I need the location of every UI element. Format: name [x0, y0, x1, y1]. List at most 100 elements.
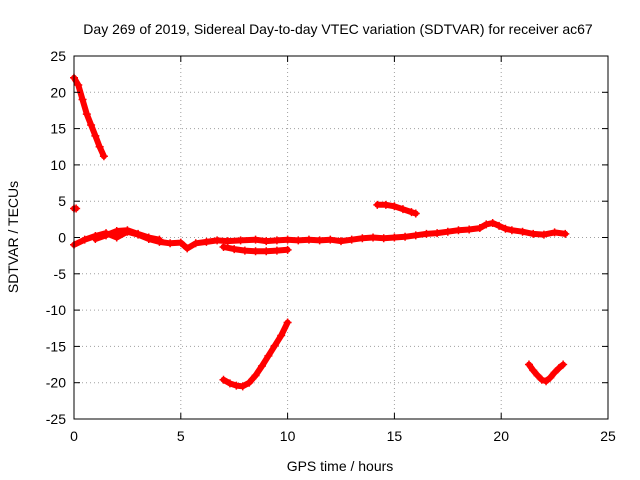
data-point: [134, 229, 143, 238]
data-point: [381, 200, 390, 209]
data-point: [91, 131, 100, 140]
y-tick-label: 25: [50, 48, 66, 64]
data-point: [95, 142, 104, 151]
data-layer: [70, 73, 570, 391]
data-point: [507, 226, 516, 235]
data-point: [542, 377, 551, 386]
data-point: [277, 331, 286, 340]
data-point: [270, 341, 279, 350]
data-point: [422, 229, 431, 238]
data-point: [326, 235, 335, 244]
data-point: [251, 371, 260, 380]
data-point: [72, 204, 81, 213]
grid: [74, 56, 608, 419]
data-point: [398, 205, 407, 214]
data-point: [379, 234, 388, 243]
data-point: [225, 379, 234, 388]
series-sat-d: [91, 226, 164, 244]
data-point: [524, 360, 533, 369]
data-point: [251, 247, 260, 256]
data-point: [80, 235, 89, 244]
data-point: [245, 378, 254, 387]
data-point: [561, 229, 570, 238]
data-point: [251, 235, 260, 244]
data-point: [99, 152, 108, 161]
data-point: [272, 246, 281, 255]
data-point: [240, 246, 249, 255]
data-point: [238, 382, 247, 391]
data-point: [533, 371, 542, 380]
x-tick-label: 5: [177, 428, 185, 444]
data-point: [262, 247, 271, 256]
y-tick-label: 15: [50, 121, 66, 137]
data-point: [155, 235, 164, 244]
series-sat-f: [373, 200, 420, 218]
series-sat-a: [70, 73, 108, 161]
data-point: [144, 233, 153, 242]
data-point: [554, 364, 563, 373]
y-tick-label: -5: [54, 266, 67, 282]
data-point: [294, 236, 303, 245]
x-tick-label: 10: [280, 428, 296, 444]
data-point: [373, 200, 382, 209]
data-point: [123, 226, 132, 235]
data-point: [390, 233, 399, 242]
y-axis-label: SDTVAR / TECUs: [5, 181, 21, 293]
data-point: [411, 231, 420, 240]
data-point: [546, 373, 555, 382]
data-point: [529, 366, 538, 375]
data-point: [411, 209, 420, 218]
data-point: [304, 235, 313, 244]
data-point: [257, 362, 266, 371]
data-point: [236, 236, 245, 245]
y-tick-label: 0: [58, 230, 66, 246]
data-point: [78, 95, 87, 104]
data-point: [358, 234, 367, 243]
data-point: [488, 218, 497, 227]
data-point: [283, 235, 292, 244]
data-point: [223, 237, 232, 246]
data-point: [191, 239, 200, 248]
data-point: [347, 235, 356, 244]
data-point: [315, 236, 324, 245]
data-point: [283, 245, 292, 254]
data-point: [230, 245, 239, 254]
data-point: [176, 238, 185, 247]
data-point: [537, 375, 546, 384]
data-point: [102, 231, 111, 240]
data-point: [87, 120, 96, 129]
y-tick-label: -15: [46, 338, 66, 354]
y-tick-label: 20: [50, 84, 66, 100]
x-tick-label: 25: [600, 428, 616, 444]
x-tick-label: 15: [387, 428, 403, 444]
x-tick-label: 20: [493, 428, 509, 444]
y-tick-label: -20: [46, 375, 66, 391]
data-point: [559, 360, 568, 369]
series-sat-e: [219, 242, 292, 256]
data-point: [183, 244, 192, 253]
data-point: [443, 227, 452, 236]
data-point: [518, 227, 527, 236]
data-point: [482, 220, 491, 229]
series-sat-b: [70, 204, 81, 213]
data-point: [213, 236, 222, 245]
data-point: [337, 237, 345, 246]
chart-title: Day 269 of 2019, Sidereal Day-to-day VTE…: [83, 21, 593, 37]
data-point: [166, 239, 175, 248]
data-point: [283, 318, 292, 327]
data-point: [550, 368, 559, 377]
x-axis-label: GPS time / hours: [287, 458, 394, 474]
data-point: [433, 229, 442, 238]
data-point: [262, 237, 271, 246]
data-point: [529, 229, 538, 238]
data-point: [475, 224, 484, 233]
data-point: [91, 234, 100, 243]
data-point: [465, 225, 474, 234]
data-point: [219, 375, 228, 384]
data-point: [454, 226, 463, 235]
data-point: [82, 110, 91, 119]
data-point: [369, 233, 378, 242]
series-sat-h: [524, 360, 568, 386]
data-point: [219, 242, 228, 251]
